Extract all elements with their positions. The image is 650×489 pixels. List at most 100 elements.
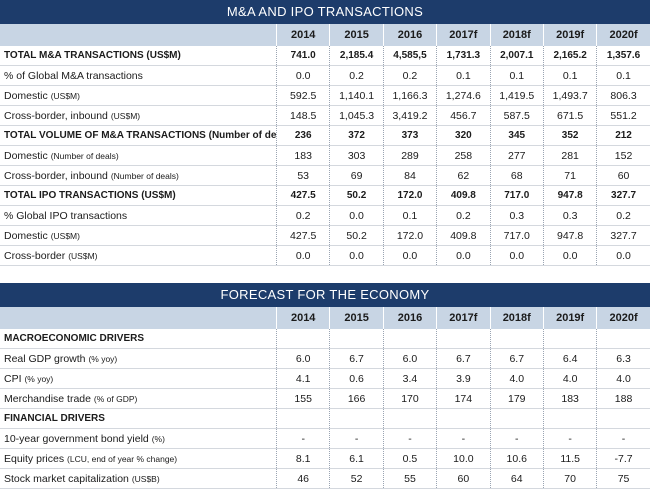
table-cell: 3.4: [382, 369, 436, 388]
table-cell: 60: [436, 469, 489, 488]
label-text: TOTAL VOLUME OF M&A TRANSACTIONS (Number…: [4, 130, 276, 141]
table-cell: 456.7: [436, 106, 489, 125]
table-row: MACROECONOMIC DRIVERS: [0, 329, 650, 349]
empty-cell: [542, 329, 596, 348]
table-cell: 69: [329, 166, 382, 185]
empty-cell: [542, 409, 596, 428]
table-cell: 0.2: [276, 206, 329, 225]
table-row: Merchandise trade (% of GDP) 155 166 170 174…: [0, 389, 650, 409]
table-cell: 592.5: [276, 86, 329, 105]
table-cell: 71: [542, 166, 596, 185]
column-header: 2018f: [489, 24, 543, 46]
table-cell: 0.0: [596, 246, 649, 265]
table-cell: 60: [596, 166, 649, 185]
table-cell: 0.1: [489, 66, 543, 85]
row-label: Domestic (Number of deals): [0, 150, 276, 162]
table-cell: 6.3: [596, 349, 649, 368]
label-unit: (US$M): [50, 90, 80, 101]
table-row: Domestic (US$M) 592.5 1,140.1 1,166.3 1,274.…: [0, 86, 650, 106]
table-cell: 587.5: [489, 106, 543, 125]
table-cell: 0.0: [382, 246, 436, 265]
column-header: 2018f: [489, 307, 543, 329]
table-cell: 6.0: [276, 349, 329, 368]
table-cell: 0.0: [542, 246, 596, 265]
table-cell: 4.0: [489, 369, 543, 388]
empty-cell: [436, 409, 489, 428]
label-text: Domestic: [4, 149, 48, 162]
table-cell: 1,140.1: [329, 86, 382, 105]
table-cell: 1,419.5: [489, 86, 543, 105]
row-label: CPI (% yoy): [0, 373, 276, 385]
column-header: 2014: [276, 307, 329, 329]
table-cell: 0.5: [382, 449, 436, 468]
table-cell: 551.2: [596, 106, 649, 125]
table-cell: -: [436, 429, 489, 448]
table-cell: -: [276, 429, 329, 448]
table-cell: 372: [329, 126, 382, 145]
label-text: 10-year government bond yield: [4, 432, 149, 445]
table-cell: 68: [489, 166, 543, 185]
table-cell: 806.3: [596, 86, 649, 105]
table-cell: 46: [276, 469, 329, 488]
table-cell: 52: [329, 469, 382, 488]
label-text: Real GDP growth: [4, 352, 86, 365]
row-label: % of Global M&A transactions: [0, 70, 276, 82]
table-cell: 258: [436, 146, 489, 165]
table-cell: 1,357.6: [596, 46, 649, 65]
label-text: TOTAL M&A TRANSACTIONS (US$M): [4, 50, 181, 61]
table-row: Real GDP growth (% yoy) 6.0 6.7 6.0 6.7 6.7 6.…: [0, 349, 650, 369]
table-cell: 53: [276, 166, 329, 185]
table-cell: 212: [596, 126, 649, 145]
label-text: Cross-border, inbound: [4, 169, 108, 182]
header-row: 2014 2015 2016 2017f 2018f 2019f 2020f: [0, 307, 650, 329]
table-cell: 10.6: [489, 449, 543, 468]
table-cell: -7.7: [596, 449, 649, 468]
column-header: 2019f: [542, 24, 596, 46]
table-cell: 947.8: [542, 226, 596, 245]
label-text: Merchandise trade: [4, 392, 91, 405]
label-unit: (US$M): [110, 110, 141, 121]
table-cell: 10.0: [436, 449, 489, 468]
table-row: CPI (% yoy) 4.1 0.6 3.4 3.9 4.0 4.0 4.0: [0, 369, 650, 389]
table-cell: 1,731.3: [436, 46, 489, 65]
row-label: TOTAL M&A TRANSACTIONS (US$M): [0, 50, 276, 61]
table-row: Cross-border, inbound (Number of deals) 5…: [0, 166, 650, 186]
table-cell: 84: [382, 166, 436, 185]
column-header: 2016: [382, 307, 436, 329]
table-title: M&A AND IPO TRANSACTIONS: [0, 0, 650, 24]
column-header: 2016: [382, 24, 436, 46]
table-cell: 0.0: [329, 206, 382, 225]
label-text: Equity prices: [4, 452, 65, 465]
table-row: FINANCIAL DRIVERS: [0, 409, 650, 429]
table-cell: 188: [596, 389, 649, 408]
table-cell: 947.8: [542, 186, 596, 205]
table-cell: -: [489, 429, 543, 448]
row-label: Domestic (US$M): [0, 90, 276, 102]
table-cell: 0.1: [382, 206, 436, 225]
label-text: CPI: [4, 372, 22, 385]
table-cell: 0.0: [436, 246, 489, 265]
column-header: 2017f: [436, 24, 489, 46]
table-cell: -: [596, 429, 649, 448]
table-cell: 183: [276, 146, 329, 165]
header-row: 2014 2015 2016 2017f 2018f 2019f 2020f: [0, 24, 650, 46]
table-row: Domestic (US$M) 427.5 50.2 172.0 409.8 717.0 9…: [0, 226, 650, 246]
table-cell: 75: [596, 469, 649, 488]
column-header: 2015: [329, 307, 382, 329]
table-cell: 50.2: [329, 226, 382, 245]
column-header: 2017f: [436, 307, 489, 329]
table-row: Domestic (Number of deals) 183 303 289 258 27…: [0, 146, 650, 166]
label-unit: (% yoy): [24, 373, 54, 384]
table-cell: 0.2: [596, 206, 649, 225]
table-cell: 4,585,5: [382, 46, 436, 65]
table-cell: 6.1: [329, 449, 382, 468]
empty-cell: [596, 329, 649, 348]
row-label: FINANCIAL DRIVERS: [0, 413, 276, 424]
table-cell: -: [542, 429, 596, 448]
table-cell: 327.7: [596, 226, 649, 245]
label-text: Domestic: [4, 229, 48, 242]
table-cell: 281: [542, 146, 596, 165]
table-row: TOTAL M&A TRANSACTIONS (US$M) 741.0 2,185.…: [0, 46, 650, 66]
row-label: MACROECONOMIC DRIVERS: [0, 333, 276, 344]
table-cell: 0.2: [329, 66, 382, 85]
